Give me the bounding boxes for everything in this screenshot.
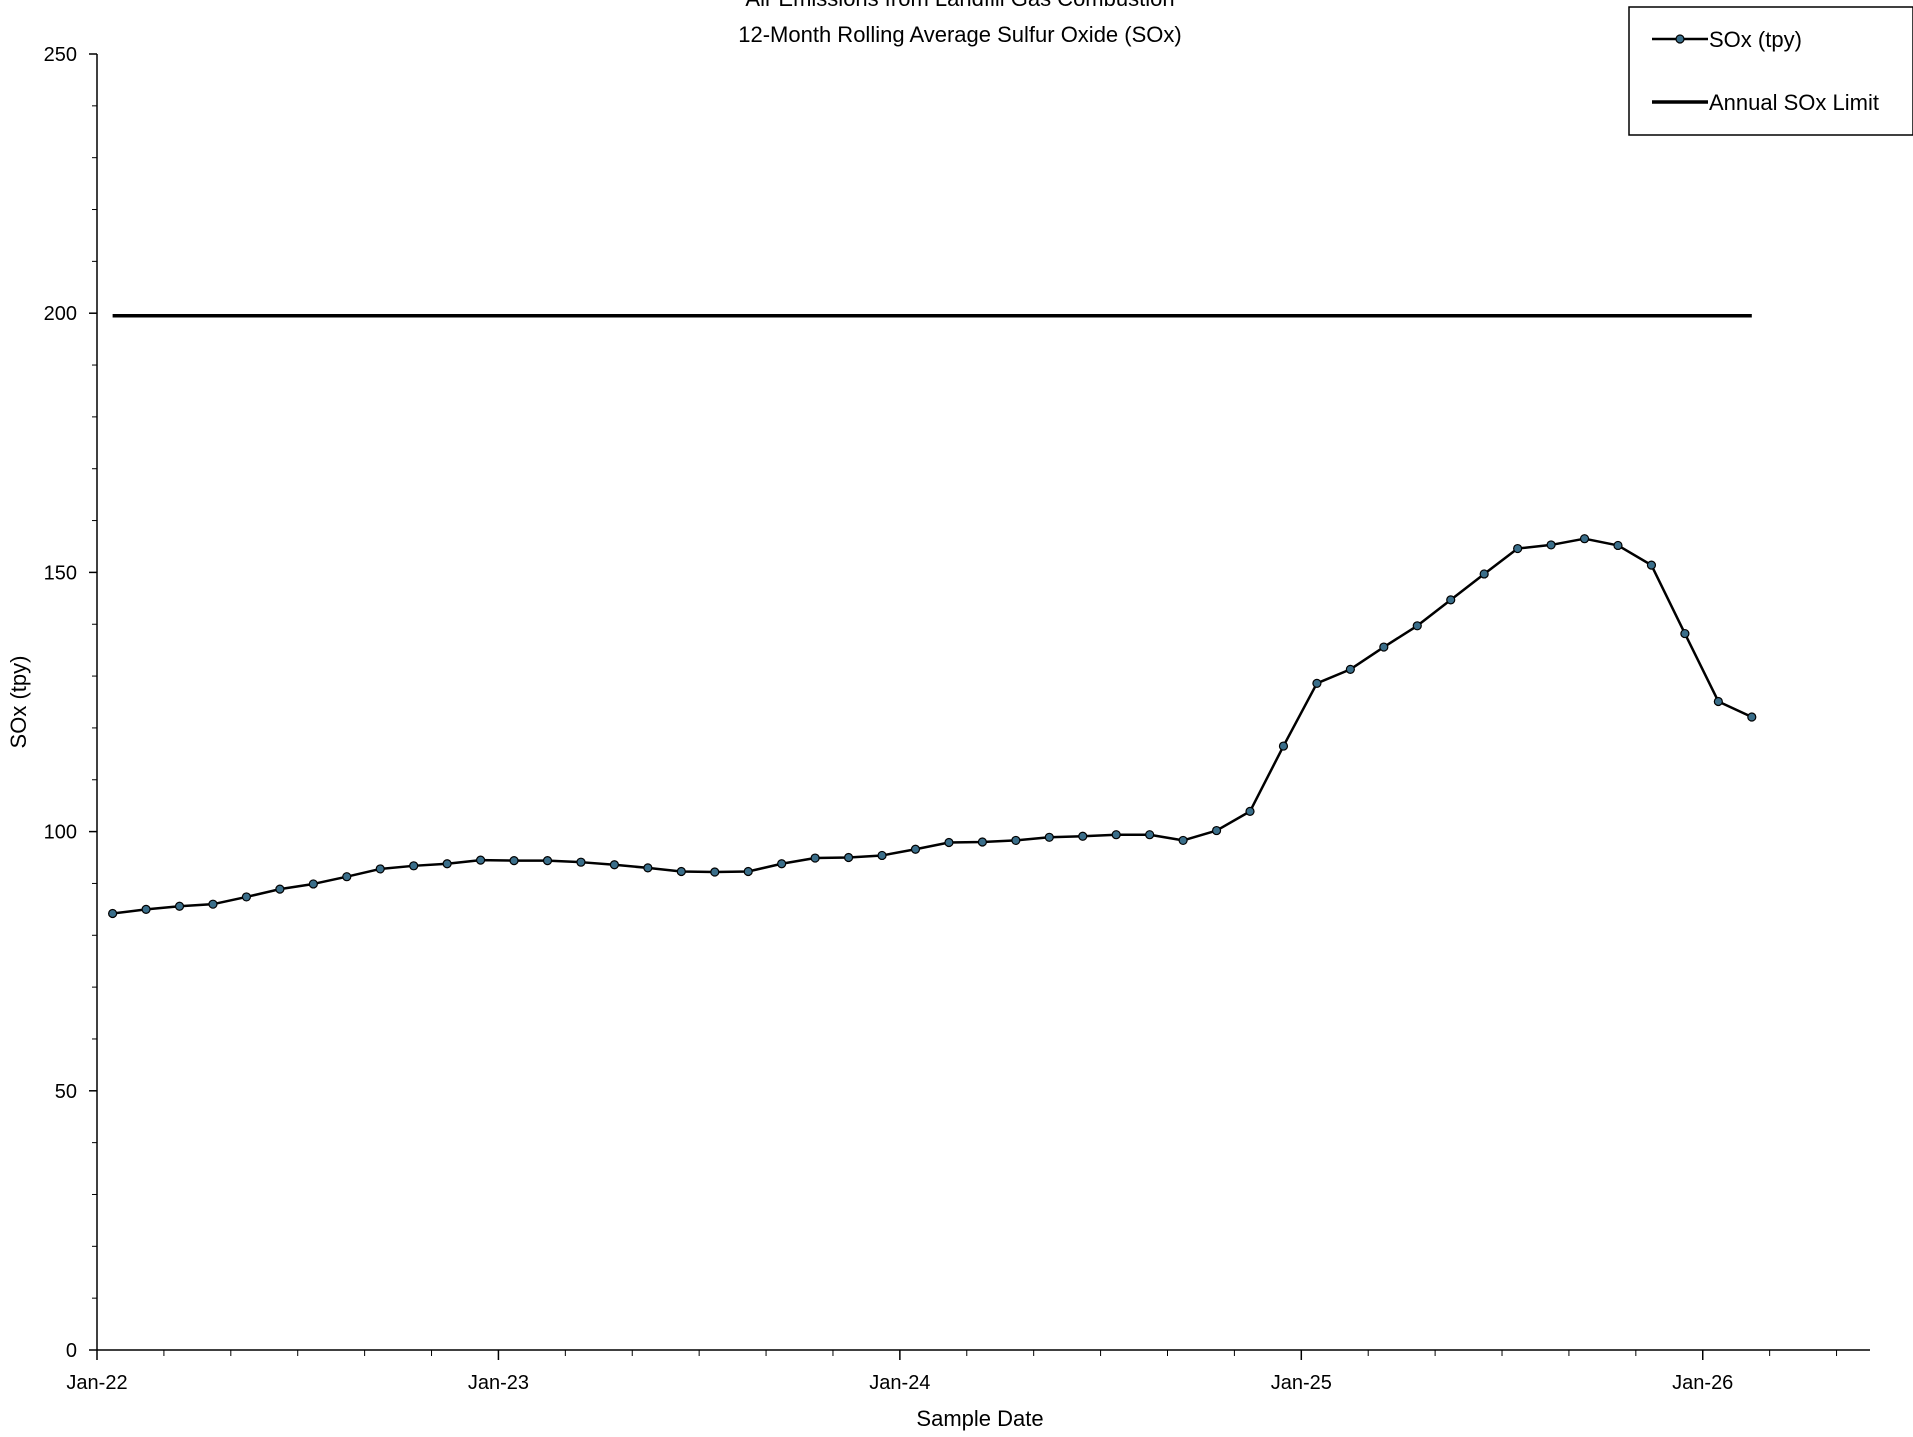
y-tick-label-150: 150 xyxy=(44,562,77,584)
sox-point-12 xyxy=(509,856,519,866)
sox-point-5 xyxy=(275,884,285,894)
sox-point-31 xyxy=(1145,830,1155,840)
sox-point-18 xyxy=(710,867,720,877)
sox-point-25 xyxy=(944,837,954,848)
sox-point-22 xyxy=(843,852,854,863)
sox-point-17 xyxy=(676,866,686,877)
y-axis-title: SOx (tpy) xyxy=(6,656,31,749)
sox-point-43 xyxy=(1546,540,1556,550)
sox-point-42 xyxy=(1513,543,1523,554)
sox-point-27 xyxy=(1011,835,1021,846)
sox-point-39 xyxy=(1412,621,1422,631)
sox-point-41 xyxy=(1479,569,1489,579)
sox-point-3 xyxy=(208,899,218,909)
sox-point-13 xyxy=(542,856,553,866)
legend-box xyxy=(1628,6,1913,136)
sox-point-23 xyxy=(877,850,887,861)
y-tick-label-100: 100 xyxy=(44,822,77,844)
y-ticks: 0 50 100 150 200 250 xyxy=(44,44,97,1362)
sox-point-7 xyxy=(342,872,352,882)
sox-point-46 xyxy=(1646,560,1657,570)
legend: SOx (tpy) Annual SOx Limit xyxy=(1628,6,1913,136)
x-tick-label-Jan-26: Jan-26 xyxy=(1672,1372,1733,1394)
sox-point-38 xyxy=(1379,642,1389,652)
sox-point-36 xyxy=(1312,678,1322,688)
sox-point-6 xyxy=(308,879,318,889)
sox-point-4 xyxy=(241,892,252,902)
series-layer xyxy=(108,314,1757,919)
sox-point-9 xyxy=(409,861,419,871)
x-tick-label-Jan-25: Jan-25 xyxy=(1271,1372,1332,1394)
sox-point-45 xyxy=(1613,540,1623,551)
sox-point-24 xyxy=(910,844,921,854)
sox-point-47 xyxy=(1680,628,1690,639)
sox-point-8 xyxy=(375,864,385,874)
sox-point-20 xyxy=(777,859,787,869)
sox-point-49 xyxy=(1747,712,1757,722)
sox-point-37 xyxy=(1345,664,1355,674)
sox-point-33 xyxy=(1211,825,1222,836)
legend-marker-sox xyxy=(1675,34,1685,44)
sox-point-28 xyxy=(1044,832,1054,842)
chart-title: Air Emissions from Landfill Gas Combusti… xyxy=(745,0,1174,11)
x-axis-title: Sample Date xyxy=(916,1406,1043,1431)
sox-line xyxy=(112,537,1753,915)
x-tick-label-Jan-23: Jan-23 xyxy=(468,1372,529,1394)
sox-point-15 xyxy=(609,860,620,870)
sox-point-26 xyxy=(977,837,987,847)
sox-point-14 xyxy=(576,857,586,867)
sox-point-10 xyxy=(442,859,452,869)
sox-point-19 xyxy=(743,866,753,877)
sox-point-30 xyxy=(1111,830,1121,840)
legend-label-sox: SOx (tpy) xyxy=(1709,27,1802,52)
sox-point-35 xyxy=(1278,741,1289,751)
sox-point-48 xyxy=(1713,696,1723,707)
sox-point-1 xyxy=(141,904,151,914)
sox-point-21 xyxy=(810,853,820,863)
x-ticks: Jan-22 Jan-23 Jan-24 Jan-25 Jan-26 xyxy=(66,1350,1838,1394)
chart-subtitle: 12-Month Rolling Average Sulfur Oxide (S… xyxy=(738,22,1181,47)
sox-point-32 xyxy=(1178,835,1188,846)
sox-point-16 xyxy=(643,863,653,873)
sox-point-11 xyxy=(475,855,486,865)
x-tick-label-Jan-24: Jan-24 xyxy=(869,1372,930,1394)
y-tick-label-200: 200 xyxy=(44,303,77,325)
sox-point-0 xyxy=(108,908,118,919)
y-tick-label-50: 50 xyxy=(55,1081,77,1103)
sox-point-44 xyxy=(1579,534,1590,544)
sox-point-40 xyxy=(1446,595,1456,605)
y-tick-label-0: 0 xyxy=(66,1340,77,1362)
axes xyxy=(96,54,1870,1351)
sox-point-2 xyxy=(174,901,185,911)
y-tick-label-250: 250 xyxy=(44,44,77,66)
legend-label-limit: Annual SOx Limit xyxy=(1709,90,1879,115)
sox-point-29 xyxy=(1078,831,1088,841)
sox-point-34 xyxy=(1245,806,1255,816)
x-tick-label-Jan-22: Jan-22 xyxy=(66,1372,127,1394)
